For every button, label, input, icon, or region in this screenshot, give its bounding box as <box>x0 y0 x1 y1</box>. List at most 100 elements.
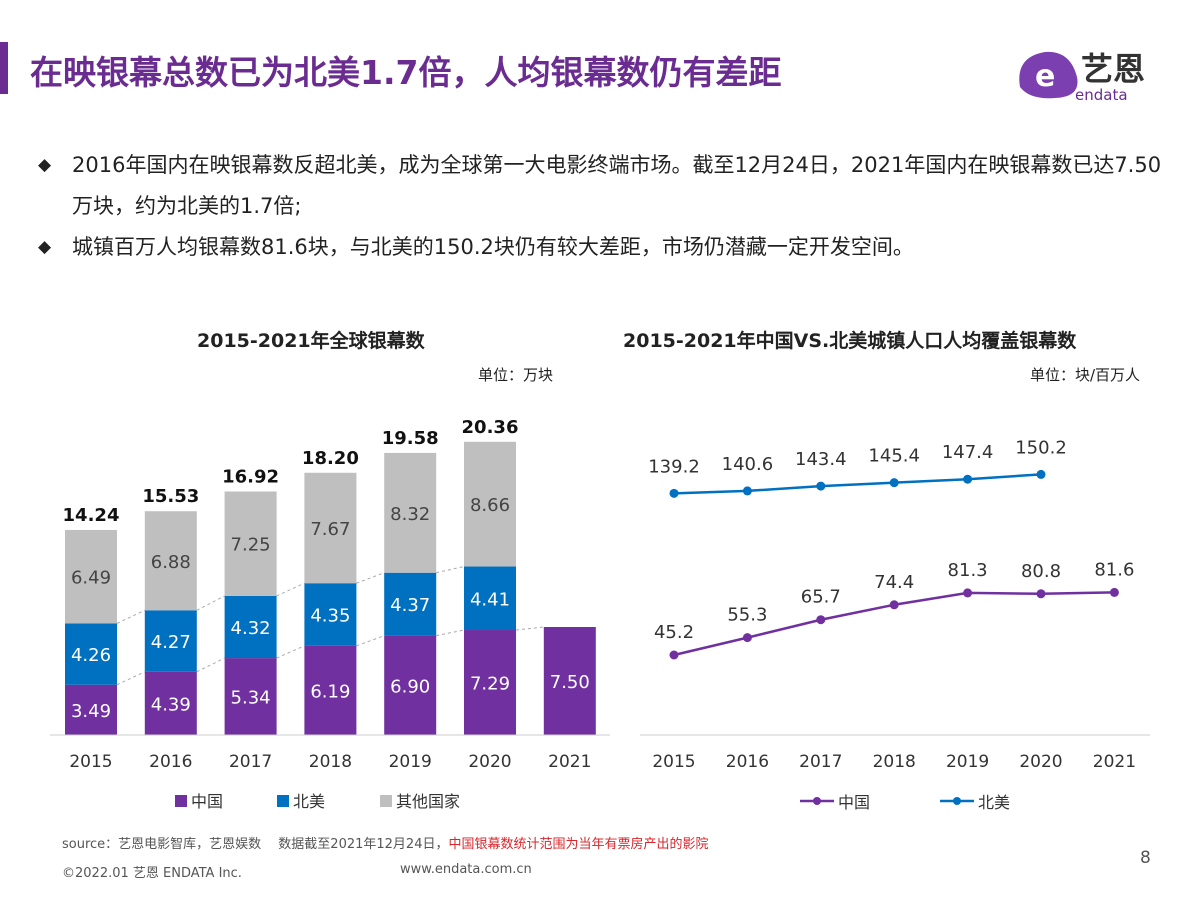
data-point <box>816 481 826 491</box>
source-text: source：艺恩电影智库，艺恩娱数 数据截至2021年12月24日， <box>62 837 449 852</box>
x-tick-label: 2021 <box>548 752 591 772</box>
data-point <box>742 633 752 643</box>
bar-segment-others <box>384 452 437 573</box>
bar-segment-north-america <box>224 595 277 659</box>
bar-value-label: 7.29 <box>470 674 510 695</box>
connector-line <box>276 645 305 659</box>
legend-label: 北美 <box>293 792 325 811</box>
point-value-label: 139.2 <box>648 456 700 477</box>
bar-segment-north-america <box>384 572 437 636</box>
legend-label: 中国 <box>838 793 870 812</box>
bar-segment-china <box>464 630 516 735</box>
point-value-label: 65.7 <box>801 587 841 608</box>
point-value-label: 74.4 <box>874 572 914 593</box>
data-point <box>1036 589 1046 599</box>
point-value-label: 140.6 <box>722 454 774 475</box>
connector-line <box>356 635 385 647</box>
x-tick-label: 2020 <box>468 752 511 772</box>
data-point <box>742 486 752 496</box>
data-point <box>963 474 973 484</box>
footer-website[interactable]: www.endata.com.cn <box>400 862 532 877</box>
bar-segment-others <box>464 441 516 567</box>
bar-value-label: 7.25 <box>231 535 271 556</box>
bar-segment-north-america <box>65 623 117 685</box>
bar-value-label: 4.37 <box>390 595 430 616</box>
connector-line <box>116 671 146 686</box>
bar-value-label: 4.32 <box>231 618 271 639</box>
bullet-text: 城镇百万人均银幕数81.6块，与北美的150.2块仍有较大差距，市场仍潜藏一定开… <box>72 235 914 259</box>
bar-chart-unit: 单位：万块 <box>478 366 554 384</box>
bar-segment-north-america <box>464 566 516 631</box>
bar-segment-others <box>224 491 277 596</box>
connector-line <box>515 626 544 631</box>
point-value-label: 80.8 <box>1021 561 1061 582</box>
bar-segment-others <box>304 472 357 584</box>
bar-segment-others <box>144 511 197 611</box>
bar-total-label: 16.92 <box>222 466 279 487</box>
bar-total-label: 18.20 <box>302 448 359 469</box>
connector-line <box>356 572 385 584</box>
x-tick-label: 2016 <box>726 752 769 772</box>
bullet-text: 2016年国内在映银幕数反超北美，成为全球第一大电影终端市场。截至12月24日，… <box>72 153 1162 218</box>
legend-label: 北美 <box>978 793 1010 812</box>
data-point <box>889 478 899 488</box>
logo-en: endata <box>1075 86 1128 102</box>
data-point <box>816 615 826 625</box>
x-tick-label: 2015 <box>69 752 112 772</box>
footer-source: source：艺恩电影智库，艺恩娱数 数据截至2021年12月24日，中国银幕数… <box>62 833 709 852</box>
bullet-list: ◆ 2016年国内在映银幕数反超北美，成为全球第一大电影终端市场。截至12月24日… <box>38 145 1178 268</box>
data-point <box>889 600 899 610</box>
charts-canvas: 3.49 4.26 6.49 14.24 2015 4.39 4.27 6.88 15.53 20… <box>50 417 1150 812</box>
bar-chart-title: 2015-2021年全球银幕数 <box>197 330 425 352</box>
x-tick-label: 2018 <box>309 752 352 772</box>
bar-value-label: 4.35 <box>310 606 350 627</box>
legend-marker <box>953 797 961 805</box>
connector-line <box>196 657 225 673</box>
bar-total-label: 20.36 <box>462 417 519 438</box>
x-tick-label: 2016 <box>149 752 192 772</box>
series-line-north-america <box>673 473 1042 495</box>
legend-swatch <box>277 795 289 807</box>
connector-line <box>116 609 146 624</box>
svg-text:e: e <box>1035 59 1055 94</box>
bar-value-label: 4.26 <box>71 645 111 666</box>
legend-label: 其他国家 <box>396 792 460 811</box>
diamond-icon: ◆ <box>38 237 52 257</box>
x-tick-label: 2017 <box>229 752 272 772</box>
bar-value-label: 6.19 <box>310 681 350 702</box>
logo-cn: 艺恩 <box>1081 50 1145 88</box>
bar-segment-china <box>543 627 596 735</box>
x-tick-label: 2019 <box>389 752 432 772</box>
endata-logo: e 艺恩 endata <box>1015 42 1165 104</box>
bar-value-label: 8.32 <box>390 504 430 525</box>
bar-total-label: 14.24 <box>63 505 120 526</box>
bar-segment-china <box>65 684 117 735</box>
legend-label: 中国 <box>191 792 223 811</box>
bar-segment-china <box>384 635 437 735</box>
bar-segment-china <box>224 658 277 735</box>
point-value-label: 81.3 <box>948 560 988 581</box>
x-tick-label: 2015 <box>652 752 695 772</box>
line-chart-title: 2015-2021年中国VS.北美城镇人口人均覆盖银幕数 <box>623 330 1077 352</box>
title-accent-bar <box>0 42 8 94</box>
connector-line <box>436 566 465 574</box>
bar-total-label: 19.58 <box>382 428 439 449</box>
legend-swatch <box>380 795 392 807</box>
bar-value-label: 3.49 <box>71 701 111 722</box>
x-tick-label: 2021 <box>1093 752 1136 772</box>
x-tick-label: 2018 <box>873 752 916 772</box>
data-point <box>669 650 679 660</box>
legend-swatch <box>175 795 187 807</box>
diamond-icon: ◆ <box>38 155 52 175</box>
bar-segment-north-america <box>144 610 197 672</box>
bar-value-label: 6.90 <box>390 676 430 697</box>
legend-marker <box>813 797 821 805</box>
bullet-item: ◆ 2016年国内在映银幕数反超北美，成为全球第一大电影终端市场。截至12月24日… <box>38 145 1178 227</box>
data-point <box>963 588 973 598</box>
bar-value-label: 6.49 <box>71 568 111 589</box>
page-number: 8 <box>1140 848 1151 868</box>
bar-value-label: 4.41 <box>470 589 510 610</box>
footer-copyright: ©2022.01 艺恩 ENDATA Inc. <box>62 866 242 881</box>
bar-value-label: 7.67 <box>310 519 350 540</box>
point-value-label: 143.4 <box>795 449 847 470</box>
